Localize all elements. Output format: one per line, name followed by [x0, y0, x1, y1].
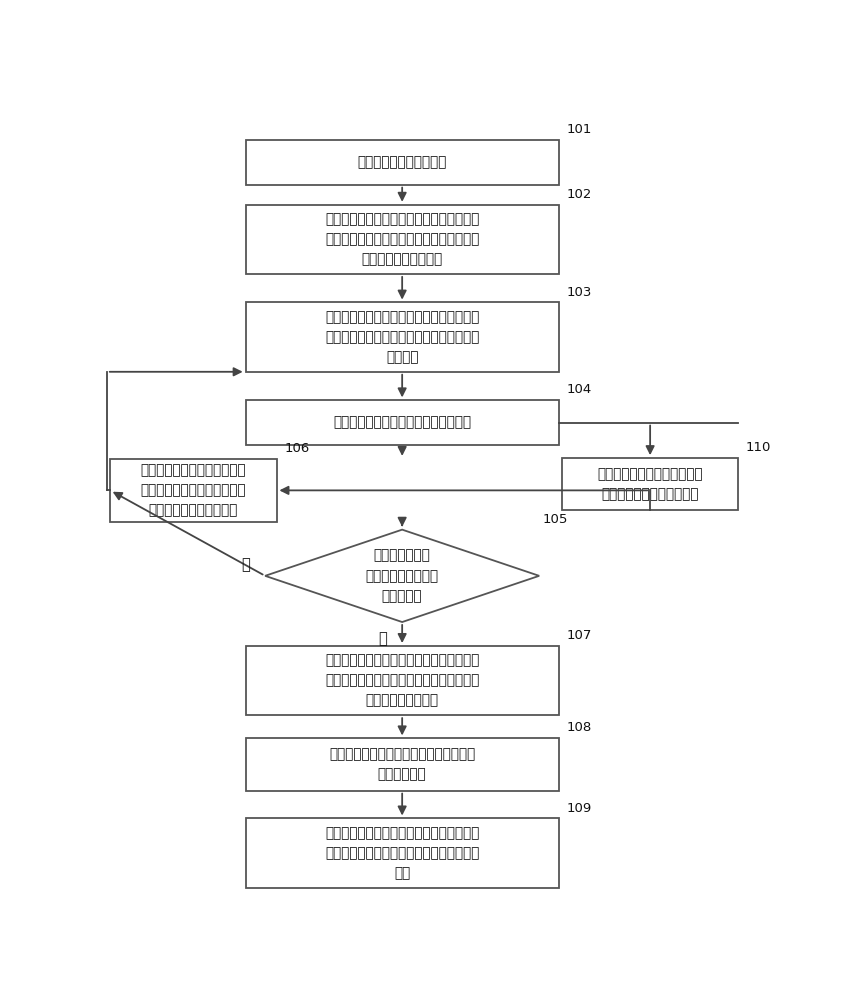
Text: 110: 110 [746, 441, 771, 454]
Text: 106: 106 [285, 442, 310, 455]
Text: 根据输入曲线和导板侧销设计规则的相关性
等因素，初步确定导板和侧销的位置，得到
符合计算规则的图形集: 根据输入曲线和导板侧销设计规则的相关性 等因素，初步确定导板和侧销的位置，得到 … [325, 212, 479, 266]
Text: 109: 109 [567, 802, 592, 815]
Text: 进行相关性交互计算，得到与
导板侧销计算有关联的节点: 进行相关性交互计算，得到与 导板侧销计算有关联的节点 [597, 467, 703, 501]
Text: 结合可能产生干涉的部分再次进行导板和侧
销的位置确定，得到便于描述的点、有限元
等图形集: 结合可能产生干涉的部分再次进行导板和侧 销的位置确定，得到便于描述的点、有限元 … [325, 310, 479, 364]
Text: 102: 102 [567, 188, 592, 201]
FancyBboxPatch shape [246, 205, 559, 274]
Text: 108: 108 [567, 721, 592, 734]
Text: 进行实例化处理，得到可视的导板侧销方
案、装配结果: 进行实例化处理，得到可视的导板侧销方 案、装配结果 [329, 747, 475, 782]
Text: 是: 是 [378, 631, 387, 646]
Text: 进行形、位计算，实例化导板侧销所需的参
数、特征、图形集，得到符合实例化所需参
数、特征、图形等集: 进行形、位计算，实例化导板侧销所需的参 数、特征、图形集，得到符合实例化所需参 … [325, 654, 479, 708]
Text: 判断零件间相互
逻辑和形位关系是否
符合标准？: 判断零件间相互 逻辑和形位关系是否 符合标准？ [365, 548, 439, 603]
FancyBboxPatch shape [246, 302, 559, 372]
Text: 101: 101 [567, 123, 592, 136]
Text: 输入图形元素、相关参数: 输入图形元素、相关参数 [358, 155, 447, 169]
Text: 107: 107 [567, 629, 592, 642]
Text: 104: 104 [567, 383, 592, 396]
FancyBboxPatch shape [246, 400, 559, 445]
Text: 进行实例后交互处理，得到最终的导板侧销
方案及其相关特征、图形、体、树状图叶节
点等: 进行实例后交互处理，得到最终的导板侧销 方案及其相关特征、图形、体、树状图叶节 … [325, 826, 479, 880]
Text: 103: 103 [567, 286, 592, 299]
Polygon shape [265, 530, 539, 622]
Text: 105: 105 [542, 513, 568, 526]
Text: 进行实例前交互，检索并标记
出不符合数据的相关节点，并
回溯至问题节点修正计算: 进行实例前交互，检索并标记 出不符合数据的相关节点，并 回溯至问题节点修正计算 [141, 463, 246, 517]
FancyBboxPatch shape [110, 459, 276, 522]
FancyBboxPatch shape [562, 458, 738, 510]
FancyBboxPatch shape [246, 646, 559, 715]
FancyBboxPatch shape [246, 738, 559, 791]
Text: 进行采样计算，得到符合条件的图形集: 进行采样计算，得到符合条件的图形集 [333, 416, 472, 430]
FancyBboxPatch shape [246, 140, 559, 185]
FancyBboxPatch shape [246, 818, 559, 888]
Text: 否: 否 [241, 557, 250, 572]
